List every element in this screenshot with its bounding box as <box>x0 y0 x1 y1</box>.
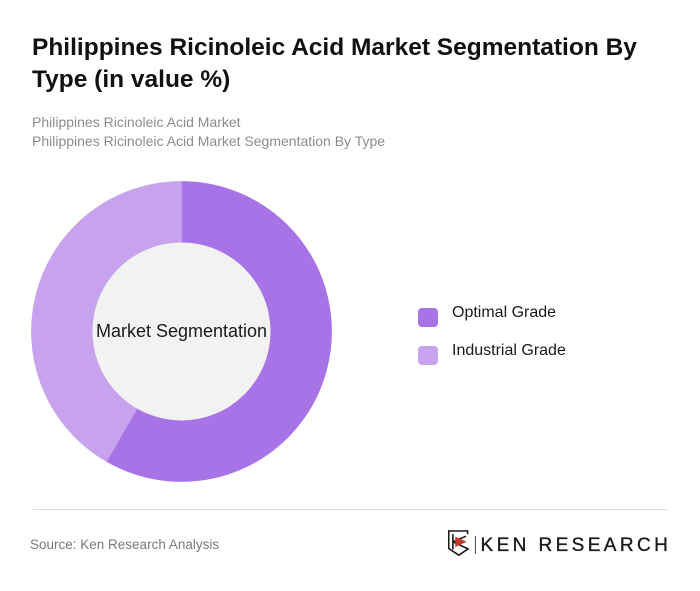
svg-text:KEN RESEARCH: KEN RESEARCH <box>480 535 668 556</box>
